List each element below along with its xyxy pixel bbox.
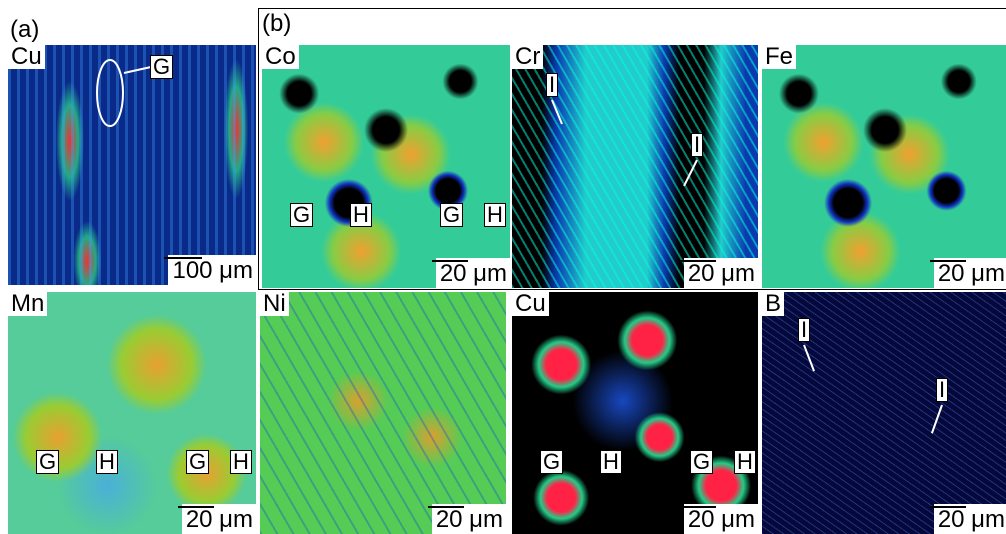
phase-marker: I — [936, 378, 948, 402]
element-map: Cu G 100 μm — [8, 45, 256, 285]
scale-bar — [428, 506, 464, 508]
phase-marker: I — [546, 73, 558, 97]
phase-marker: H — [484, 203, 506, 227]
element-map: Ni 20 μm — [260, 292, 506, 534]
element-label: Cr — [512, 45, 543, 69]
ellipse-marker — [8, 45, 256, 285]
scale-label: 20 μm — [934, 504, 1006, 534]
scale-label: 20 μm — [684, 504, 758, 534]
figure: (a) (b) Cu G 100 μm CoGHGH20 μmCrII20 μm… — [0, 0, 1006, 534]
scale-bar — [930, 506, 966, 508]
phase-marker: G — [290, 203, 313, 227]
element-label: Mn — [8, 292, 47, 316]
panel-label: (b) — [262, 10, 291, 38]
marker-arrow — [803, 345, 815, 372]
marker-arrow — [683, 160, 698, 187]
element-label: B — [762, 292, 784, 316]
scale-bar — [680, 260, 716, 262]
scale-bar — [164, 257, 202, 259]
element-label: Fe — [762, 45, 796, 69]
scale-bar — [930, 260, 966, 262]
marker-arrow — [931, 405, 943, 434]
element-label: Cu — [512, 292, 549, 316]
phase-marker: I — [691, 133, 703, 157]
scale-label: 20 μm — [432, 504, 506, 534]
phase-marker: H — [734, 450, 756, 474]
phase-marker: H — [350, 203, 372, 227]
phase-marker: H — [230, 450, 252, 474]
phase-marker: G — [150, 55, 173, 79]
scale-bar — [178, 506, 214, 508]
panel-label: (a) — [10, 16, 39, 44]
scale-label: 20 μm — [684, 258, 758, 288]
phase-marker: G — [186, 450, 209, 474]
element-map: Fe 20 μm — [762, 45, 1006, 288]
element-label: Co — [262, 45, 299, 69]
phase-marker: G — [36, 450, 59, 474]
scale-label: 100 μm — [168, 255, 256, 285]
phase-marker: H — [600, 450, 622, 474]
scale-bar — [680, 506, 716, 508]
phase-marker: G — [540, 450, 563, 474]
marker-arrow — [551, 100, 563, 125]
element-label: Ni — [260, 292, 289, 316]
phase-marker: H — [96, 450, 118, 474]
scale-bar — [432, 260, 468, 262]
phase-marker: G — [440, 203, 463, 227]
phase-marker: G — [690, 450, 713, 474]
scale-label: 20 μm — [182, 504, 256, 534]
phase-marker: I — [798, 318, 810, 342]
scale-label: 20 μm — [934, 258, 1006, 288]
scale-label: 20 μm — [436, 258, 510, 288]
